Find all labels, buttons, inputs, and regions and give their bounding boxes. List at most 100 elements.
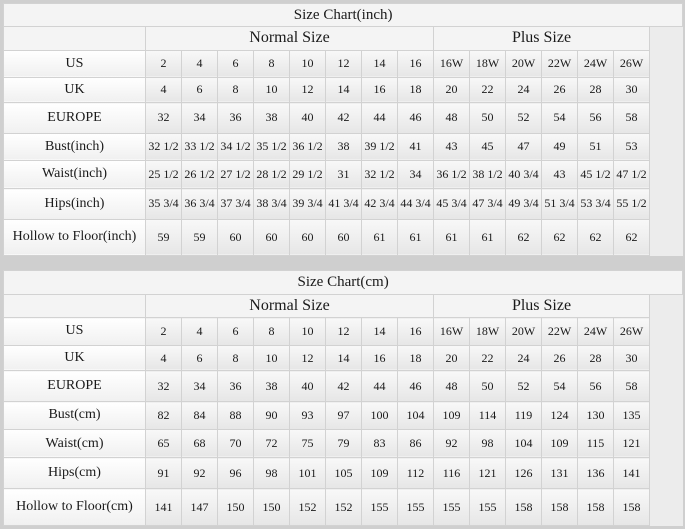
size-value-cell: 38 bbox=[253, 370, 290, 403]
size-value-cell: 46 bbox=[397, 102, 434, 134]
size-value-cell: 109 bbox=[541, 428, 578, 459]
size-value-cell: 60 bbox=[289, 218, 326, 256]
size-value-cell: 10 bbox=[253, 76, 290, 104]
size-value-cell: 4 bbox=[181, 317, 218, 346]
size-value-cell: 50 bbox=[469, 102, 506, 134]
size-value-cell: 14 bbox=[361, 49, 398, 78]
row-label: Bust(inch) bbox=[3, 132, 146, 161]
size-table: Size Chart(cm) Normal Size Plus Size US 2 4 6 8… bbox=[2, 270, 684, 526]
size-value-cell: 47 1/2 bbox=[613, 159, 650, 190]
normal-size-header: Normal Size bbox=[145, 26, 434, 51]
size-value-cell: 37 3/4 bbox=[217, 188, 254, 220]
size-value-cell: 20W bbox=[505, 49, 542, 78]
size-value-cell: 8 bbox=[217, 344, 254, 372]
size-value-cell: 43 bbox=[433, 132, 470, 161]
table-row: EUROPE 32 34 36 38 40 42 44 46 48 50 52 54 56 58 bbox=[3, 370, 683, 403]
size-value-cell: 10 bbox=[253, 344, 290, 372]
plus-size-header: Plus Size bbox=[433, 26, 650, 51]
size-value-cell: 34 bbox=[181, 102, 218, 134]
size-value-cell: 28 1/2 bbox=[253, 159, 290, 190]
size-value-cell: 158 bbox=[505, 488, 542, 526]
size-value-cell: 147 bbox=[181, 488, 218, 526]
margin-cell bbox=[649, 102, 683, 133]
size-value-cell: 26 bbox=[541, 344, 578, 372]
size-value-cell: 109 bbox=[361, 457, 398, 490]
size-value-cell: 90 bbox=[253, 401, 290, 430]
size-value-cell: 105 bbox=[325, 457, 362, 490]
size-value-cell: 22W bbox=[541, 317, 578, 346]
size-value-cell: 48 bbox=[433, 102, 470, 134]
size-value-cell: 49 bbox=[541, 132, 578, 161]
size-value-cell: 2 bbox=[145, 317, 182, 346]
size-value-cell: 53 bbox=[613, 132, 650, 161]
size-value-cell: 22W bbox=[541, 49, 578, 78]
size-value-cell: 61 bbox=[361, 218, 398, 256]
size-value-cell: 16 bbox=[397, 49, 434, 78]
size-value-cell: 101 bbox=[289, 457, 326, 490]
size-value-cell: 26W bbox=[613, 317, 650, 346]
size-value-cell: 36 bbox=[217, 370, 254, 403]
size-table: Size Chart(inch) Normal Size Plus Size US 2 4… bbox=[2, 2, 684, 256]
size-value-cell: 38 bbox=[253, 102, 290, 134]
size-value-cell: 22 bbox=[469, 344, 506, 372]
size-value-cell: 121 bbox=[469, 457, 506, 490]
size-value-cell: 20 bbox=[433, 344, 470, 372]
size-value-cell: 97 bbox=[325, 401, 362, 430]
size-value-cell: 4 bbox=[145, 76, 182, 104]
size-value-cell: 91 bbox=[145, 457, 182, 490]
size-value-cell: 18W bbox=[469, 317, 506, 346]
margin-cell bbox=[649, 219, 683, 256]
size-value-cell: 6 bbox=[181, 344, 218, 372]
table-row: Bust(cm) 82 84 88 90 93 97 100 104 109 114 119 124 13… bbox=[3, 401, 683, 430]
size-value-cell: 45 bbox=[469, 132, 506, 161]
size-value-cell: 33 1/2 bbox=[181, 132, 218, 161]
size-value-cell: 47 3/4 bbox=[469, 188, 506, 220]
size-value-cell: 44 3/4 bbox=[397, 188, 434, 220]
row-label: EUROPE bbox=[3, 102, 146, 134]
margin-cell bbox=[649, 457, 683, 489]
size-value-cell: 6 bbox=[181, 76, 218, 104]
table-row: Hips(inch) 35 3/4 36 3/4 37 3/4 38 3/4 39 3/4… bbox=[3, 188, 683, 220]
size-value-cell: 152 bbox=[325, 488, 362, 526]
size-value-cell: 6 bbox=[217, 317, 254, 346]
size-value-cell: 52 bbox=[505, 370, 542, 403]
table-row: Waist(inch) 25 1/2 26 1/2 27 1/2 28 1/2 29 1/… bbox=[3, 159, 683, 190]
size-value-cell: 41 3/4 bbox=[325, 188, 362, 220]
size-value-cell: 155 bbox=[361, 488, 398, 526]
size-value-cell: 10 bbox=[289, 317, 326, 346]
row-label: Waist(inch) bbox=[3, 159, 146, 190]
size-value-cell: 36 1/2 bbox=[289, 132, 326, 161]
size-value-cell: 6 bbox=[217, 49, 254, 78]
size-value-cell: 59 bbox=[145, 218, 182, 256]
size-value-cell: 114 bbox=[469, 401, 506, 430]
row-label: EUROPE bbox=[3, 370, 146, 403]
size-value-cell: 44 bbox=[361, 102, 398, 134]
row-label: Hollow to Floor(inch) bbox=[3, 218, 146, 256]
size-value-cell: 88 bbox=[217, 401, 254, 430]
corner-cell bbox=[3, 26, 146, 51]
size-value-cell: 51 3/4 bbox=[541, 188, 578, 220]
size-value-cell: 60 bbox=[325, 218, 362, 256]
table-row: UK 4 6 8 10 12 14 16 18 20 22 24 26 28 30 bbox=[3, 76, 683, 104]
size-value-cell: 92 bbox=[433, 428, 470, 459]
size-value-cell: 25 1/2 bbox=[145, 159, 182, 190]
size-value-cell: 31 bbox=[325, 159, 362, 190]
margin-cell bbox=[649, 370, 683, 402]
plus-size-header: Plus Size bbox=[433, 293, 650, 319]
size-value-cell: 38 bbox=[325, 132, 362, 161]
size-value-cell: 4 bbox=[145, 344, 182, 372]
size-value-cell: 36 bbox=[217, 102, 254, 134]
size-value-cell: 115 bbox=[577, 428, 614, 459]
size-value-cell: 18W bbox=[469, 49, 506, 78]
margin-cell bbox=[649, 50, 683, 78]
size-value-cell: 29 1/2 bbox=[289, 159, 326, 190]
margin-cell bbox=[649, 77, 683, 103]
size-value-cell: 27 1/2 bbox=[217, 159, 254, 190]
size-value-cell: 158 bbox=[541, 488, 578, 526]
size-value-cell: 34 bbox=[397, 159, 434, 190]
size-value-cell: 12 bbox=[289, 76, 326, 104]
size-value-cell: 18 bbox=[397, 76, 434, 104]
size-value-cell: 8 bbox=[217, 76, 254, 104]
table-row: Waist(cm) 65 68 70 72 75 79 83 86 92 98 104 109 115 12… bbox=[3, 428, 683, 459]
size-value-cell: 16W bbox=[433, 317, 470, 346]
